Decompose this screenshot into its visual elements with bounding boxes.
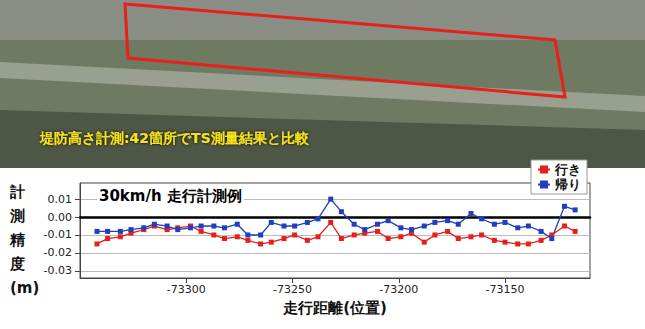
svg-text:帰り: 帰り	[554, 177, 581, 192]
svg-text:-0.03: -0.03	[44, 264, 72, 277]
svg-text:堤防高さ計測:42箇所でTS測量結果と比較: 堤防高さ計測:42箇所でTS測量結果と比較	[39, 130, 310, 146]
svg-text:-0.01: -0.01	[44, 228, 72, 241]
svg-text:(m): (m)	[10, 279, 39, 297]
svg-text:0.00: 0.00	[48, 211, 73, 224]
svg-text:行き: 行き	[554, 162, 581, 177]
svg-text:-73250: -73250	[273, 283, 312, 296]
svg-text:0.01: 0.01	[48, 193, 73, 206]
svg-text:精: 精	[9, 231, 25, 249]
svg-text:-73300: -73300	[167, 283, 206, 296]
svg-text:-73150: -73150	[486, 283, 525, 296]
svg-text:測: 測	[9, 207, 25, 225]
svg-text:-73200: -73200	[379, 283, 418, 296]
svg-text:走行距離(位置): 走行距離(位置)	[282, 299, 387, 317]
svg-text:-0.02: -0.02	[44, 246, 72, 259]
svg-text:度: 度	[9, 255, 25, 273]
svg-text:計: 計	[9, 183, 25, 201]
svg-text:30km/h 走行計測例: 30km/h 走行計測例	[99, 187, 242, 205]
